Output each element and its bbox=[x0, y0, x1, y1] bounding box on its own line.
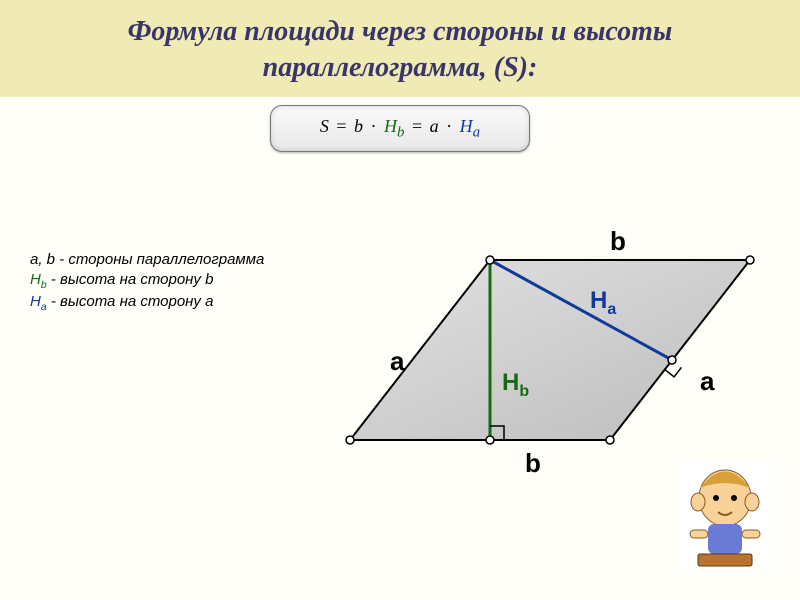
legend-line-hb: Hb - высота на сторону b bbox=[30, 270, 264, 292]
label-side-a-left: a bbox=[390, 346, 405, 376]
formula-a: a bbox=[430, 116, 439, 136]
formula-dot-2: · bbox=[443, 116, 455, 136]
formula-equals-1: = bbox=[333, 116, 349, 136]
title-text: Формула площади через стороны и высоты п… bbox=[128, 16, 673, 83]
parallelogram-diagram: bbaaHbHa bbox=[330, 220, 770, 490]
mascot-icon bbox=[680, 460, 770, 570]
formula-Hb: Hb bbox=[384, 116, 405, 136]
vertex-point bbox=[486, 256, 494, 264]
slide-title: Формула площади через стороны и высоты п… bbox=[0, 0, 800, 97]
legend-line-sides: a, b - стороны параллелограмма bbox=[30, 250, 264, 270]
diagram-svg: bbaaHbHa bbox=[330, 220, 770, 490]
label-side-b-top: b bbox=[610, 226, 626, 256]
vertex-point bbox=[486, 436, 494, 444]
formula-equals-2: = bbox=[409, 116, 425, 136]
formula-Ha: Ha bbox=[460, 116, 481, 136]
parallelogram-shape bbox=[350, 260, 750, 440]
formula-dot-1: · bbox=[368, 116, 380, 136]
formula-S: S bbox=[320, 116, 329, 136]
formula-b: b bbox=[354, 116, 363, 136]
vertex-point bbox=[746, 256, 754, 264]
legend: a, b - стороны параллелограмма Hb - высо… bbox=[30, 250, 264, 315]
label-side-b-bottom: b bbox=[525, 448, 541, 478]
slide: Формула площади через стороны и высоты п… bbox=[0, 0, 800, 600]
vertex-point bbox=[346, 436, 354, 444]
vertex-point bbox=[606, 436, 614, 444]
formula-box: S = b · Hb = a · Ha bbox=[270, 105, 530, 153]
vertex-point bbox=[668, 356, 676, 364]
legend-line-ha: Ha - высота на сторону a bbox=[30, 292, 264, 314]
label-side-a-right: a bbox=[700, 366, 715, 396]
right-angle-ha bbox=[665, 367, 682, 376]
